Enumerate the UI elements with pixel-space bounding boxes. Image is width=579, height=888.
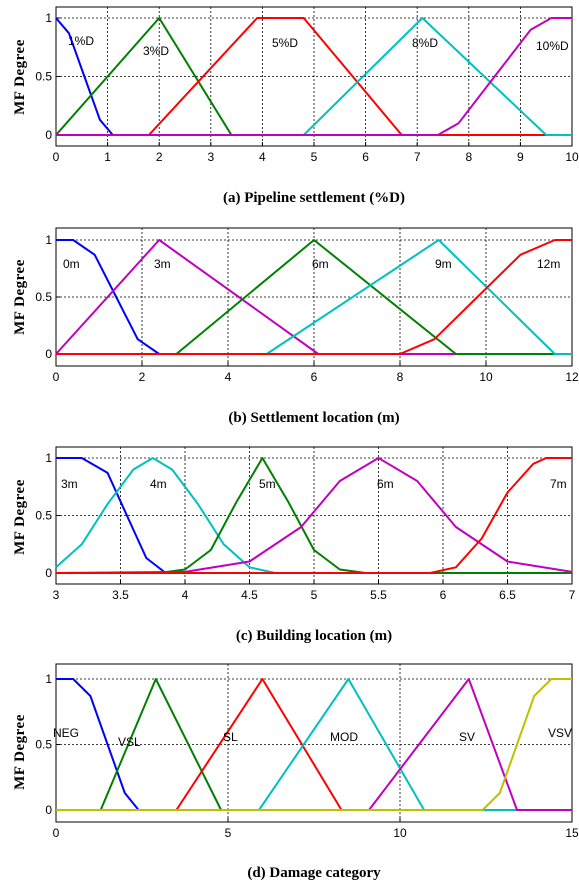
x-tick-label: 6.5 bbox=[499, 588, 516, 602]
x-tick-label: 4.5 bbox=[241, 588, 258, 602]
x-tick-label: 0 bbox=[53, 826, 60, 840]
series-line-7m bbox=[56, 457, 572, 574]
series-label-5-d: 5%D bbox=[272, 36, 298, 50]
series-label-5m: 5m bbox=[259, 477, 276, 491]
x-tick-label: 3 bbox=[207, 150, 214, 164]
series-label-10-d: 10%D bbox=[536, 39, 569, 53]
y-tick-label: 0.5 bbox=[35, 509, 52, 523]
series-label-6m: 6m bbox=[312, 257, 329, 271]
series-label-3m: 3m bbox=[61, 477, 78, 491]
x-tick-label: 0 bbox=[53, 150, 60, 164]
series-line-5m bbox=[56, 457, 572, 574]
x-tick-label: 7 bbox=[414, 150, 421, 164]
x-tick-label: 8 bbox=[397, 370, 404, 384]
series-label-3-d: 3%D bbox=[143, 44, 169, 58]
x-tick-label: 1 bbox=[104, 150, 111, 164]
x-axis-label: (c) Building location (m) bbox=[236, 628, 392, 644]
y-tick-label: 0 bbox=[45, 566, 52, 580]
x-tick-label: 12 bbox=[565, 370, 579, 384]
x-axis-label: (a) Pipeline settlement (%D) bbox=[223, 190, 405, 206]
x-tick-label: 3 bbox=[53, 588, 60, 602]
series-label-12m: 12m bbox=[537, 257, 560, 271]
series-label-7m: 7m bbox=[550, 477, 567, 491]
x-tick-label: 7 bbox=[569, 588, 576, 602]
series-line-vsv bbox=[56, 678, 572, 811]
series-label-4m: 4m bbox=[150, 477, 167, 491]
series-label-vsv: VSV bbox=[548, 726, 572, 740]
y-tick-label: 0 bbox=[45, 128, 52, 142]
y-tick-label: 1 bbox=[45, 11, 52, 25]
series-label-9m: 9m bbox=[435, 257, 452, 271]
series-line-12m bbox=[56, 239, 572, 355]
x-tick-label: 9 bbox=[517, 150, 524, 164]
x-tick-label: 0 bbox=[53, 370, 60, 384]
x-axis-label: (b) Settlement location (m) bbox=[228, 410, 399, 426]
plot-area: 3 3.5 4 4.5 5 5.5 6 6.5 7 0 0.5 1 3m 4m 5m 6m 7m bbox=[35, 446, 576, 602]
series-label-3m: 3m bbox=[154, 257, 171, 271]
x-tick-label: 4 bbox=[259, 150, 266, 164]
x-tick-label: 2 bbox=[139, 370, 146, 384]
x-tick-label: 4 bbox=[225, 370, 232, 384]
x-tick-label: 5.5 bbox=[370, 588, 387, 602]
series-label-sv: SV bbox=[459, 730, 475, 744]
x-tick-label: 6 bbox=[440, 588, 447, 602]
y-tick-label: 0.5 bbox=[35, 70, 52, 84]
plot-area: 0 1 2 3 4 5 6 7 8 9 10 0 0.5 1 1%D 3%D 5%D 8%D 10%D bbox=[35, 6, 579, 164]
series-label-mod: MOD bbox=[330, 730, 358, 744]
x-tick-label: 6 bbox=[362, 150, 369, 164]
series-line-6m bbox=[55, 457, 573, 574]
x-tick-label: 3.5 bbox=[112, 588, 129, 602]
x-tick-label: 5 bbox=[311, 588, 318, 602]
x-tick-label: 8 bbox=[465, 150, 472, 164]
series-label-6m: 6m bbox=[377, 477, 394, 491]
panel-c: MF Degree 3 3.5 4 4.5 5 5.5 6 6.5 7 0 0.5 1 3m 4m 5m 6m… bbox=[12, 446, 576, 644]
panel-d: MF Degree 0 5 10 15 0 0.5 1 NEG VSL SL MOD SV VSV (d… bbox=[12, 663, 579, 881]
y-tick-label: 1 bbox=[45, 451, 52, 465]
y-tick-label: 0 bbox=[45, 347, 52, 361]
x-tick-label: 5 bbox=[311, 150, 318, 164]
axes-box bbox=[55, 663, 573, 823]
y-tick-label: 0.5 bbox=[35, 290, 52, 304]
x-axis-label: (d) Damage category bbox=[247, 865, 381, 881]
series-line-3m bbox=[55, 239, 572, 355]
series-label-vsl: VSL bbox=[118, 735, 141, 749]
series-label-neg: NEG bbox=[53, 726, 79, 740]
plot-area: 0 5 10 15 0 0.5 1 NEG VSL SL MOD SV VSV bbox=[35, 663, 579, 840]
x-tick-label: 15 bbox=[565, 826, 579, 840]
series-line-4m bbox=[55, 457, 572, 574]
series-label-1-d: 1%D bbox=[68, 34, 94, 48]
series-label-0m: 0m bbox=[63, 257, 80, 271]
y-tick-label: 1 bbox=[45, 233, 52, 247]
y-axis-label: MF Degree bbox=[12, 714, 28, 790]
x-tick-label: 10 bbox=[565, 150, 579, 164]
x-tick-label: 10 bbox=[393, 826, 407, 840]
y-tick-label: 0 bbox=[45, 803, 52, 817]
y-tick-label: 1 bbox=[45, 672, 52, 686]
panel-b: MF Degree 0 2 4 6 8 10 12 0 0.5 1 0m 3m 6m 9m 12m (b) … bbox=[12, 227, 579, 426]
panel-a: MF Degree 0 1 2 3 4 5 6 7 8 9 10 0 0.5 1 1%D 3%D 5%D 8%D 1… bbox=[12, 6, 579, 206]
y-axis-label: MF Degree bbox=[12, 259, 28, 335]
y-tick-label: 0.5 bbox=[35, 738, 52, 752]
series-line-10-d bbox=[56, 17, 572, 136]
y-axis-label: MF Degree bbox=[12, 39, 28, 115]
x-tick-label: 10 bbox=[479, 370, 493, 384]
series-label-8-d: 8%D bbox=[412, 36, 438, 50]
series-label-sl: SL bbox=[223, 730, 238, 744]
y-axis-label: MF Degree bbox=[12, 479, 28, 555]
x-tick-label: 2 bbox=[156, 150, 163, 164]
x-tick-label: 4 bbox=[182, 588, 189, 602]
x-tick-label: 6 bbox=[311, 370, 318, 384]
x-tick-label: 5 bbox=[225, 826, 232, 840]
plot-area: 0 2 4 6 8 10 12 0 0.5 1 0m 3m 6m 9m 12m bbox=[35, 227, 579, 384]
